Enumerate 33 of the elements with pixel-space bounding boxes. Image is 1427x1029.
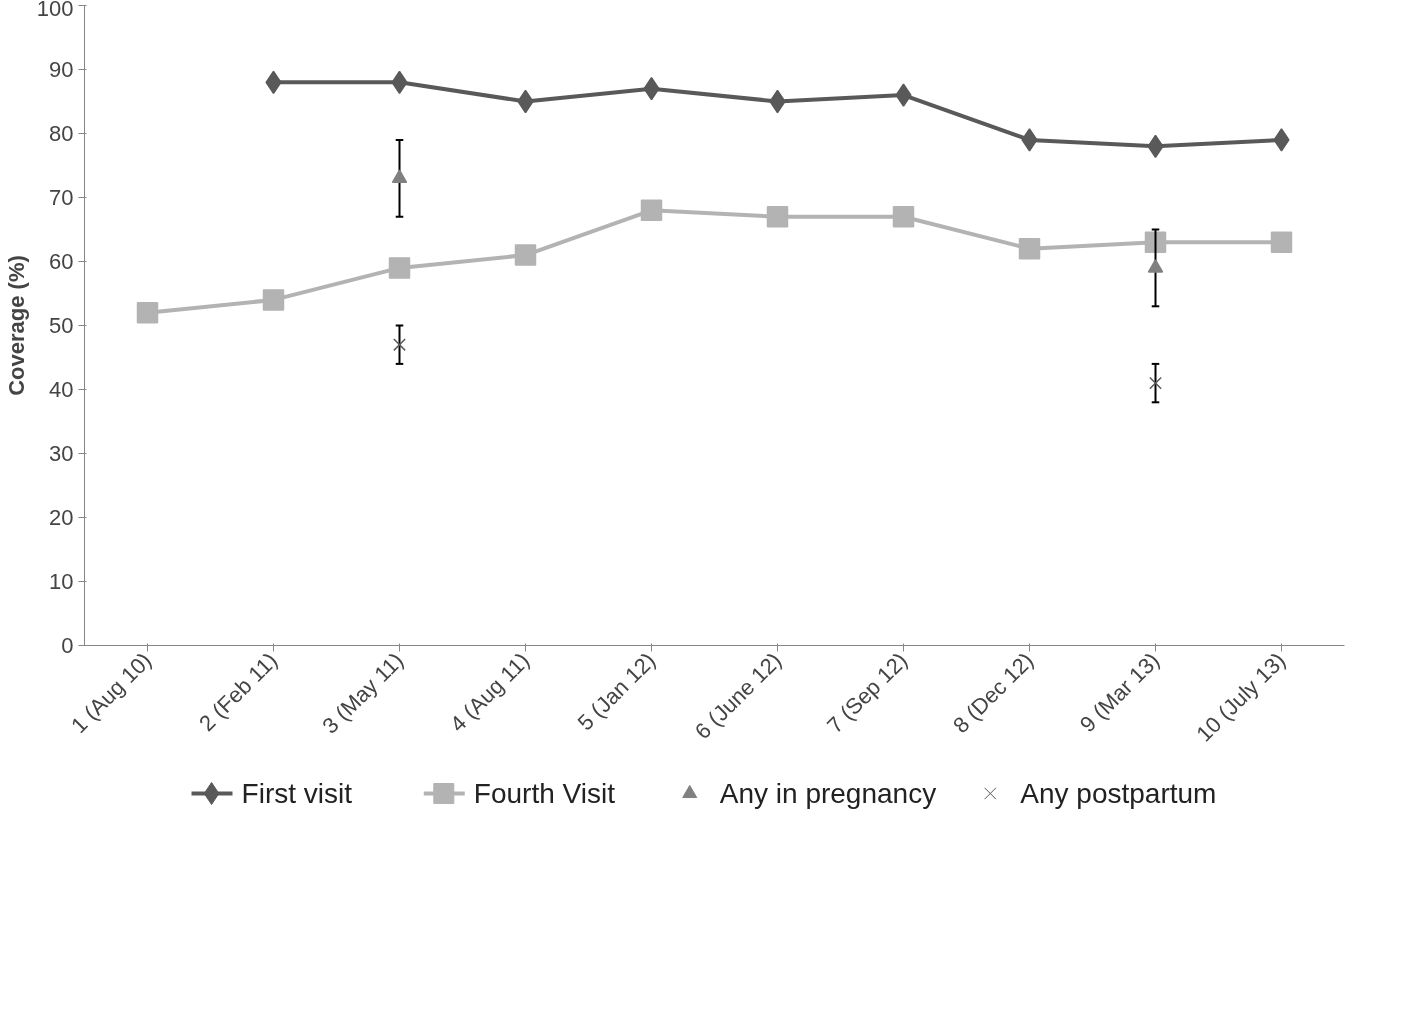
point <box>262 289 285 311</box>
point <box>640 199 663 222</box>
point <box>766 205 789 228</box>
y-axis-title: Coverage (%) <box>3 255 29 396</box>
point <box>1270 231 1293 254</box>
point <box>892 205 915 228</box>
point <box>1021 128 1038 152</box>
y-tick-label: 30 <box>49 441 74 466</box>
point <box>1149 376 1162 390</box>
point <box>1147 259 1164 273</box>
point <box>391 169 408 184</box>
y-tick-label: 100 <box>36 0 74 21</box>
point <box>1018 237 1041 260</box>
y-tick-label: 70 <box>49 185 74 210</box>
point <box>388 257 411 279</box>
y-tick-label: 10 <box>49 569 74 594</box>
y-tick-label: 90 <box>49 57 74 82</box>
y-tick-label: 60 <box>49 249 74 274</box>
point <box>393 338 406 352</box>
y-tick-label: 0 <box>61 633 74 658</box>
point <box>514 244 537 266</box>
point <box>895 83 912 107</box>
x-tick-label: 5 (Jan 12) <box>572 647 661 736</box>
y-tick-label: 50 <box>49 313 74 338</box>
point <box>136 301 159 324</box>
legend-label: First visit <box>241 778 353 809</box>
y-tick-label: 40 <box>49 377 74 402</box>
legend-label: Any postpartum <box>1020 778 1217 809</box>
legend-label: Fourth Visit <box>473 778 616 809</box>
y-tick-label: 20 <box>49 505 74 530</box>
y-tick-label: 80 <box>49 121 74 146</box>
point <box>1273 128 1290 152</box>
legend-label: Any in pregnancy <box>719 778 937 809</box>
